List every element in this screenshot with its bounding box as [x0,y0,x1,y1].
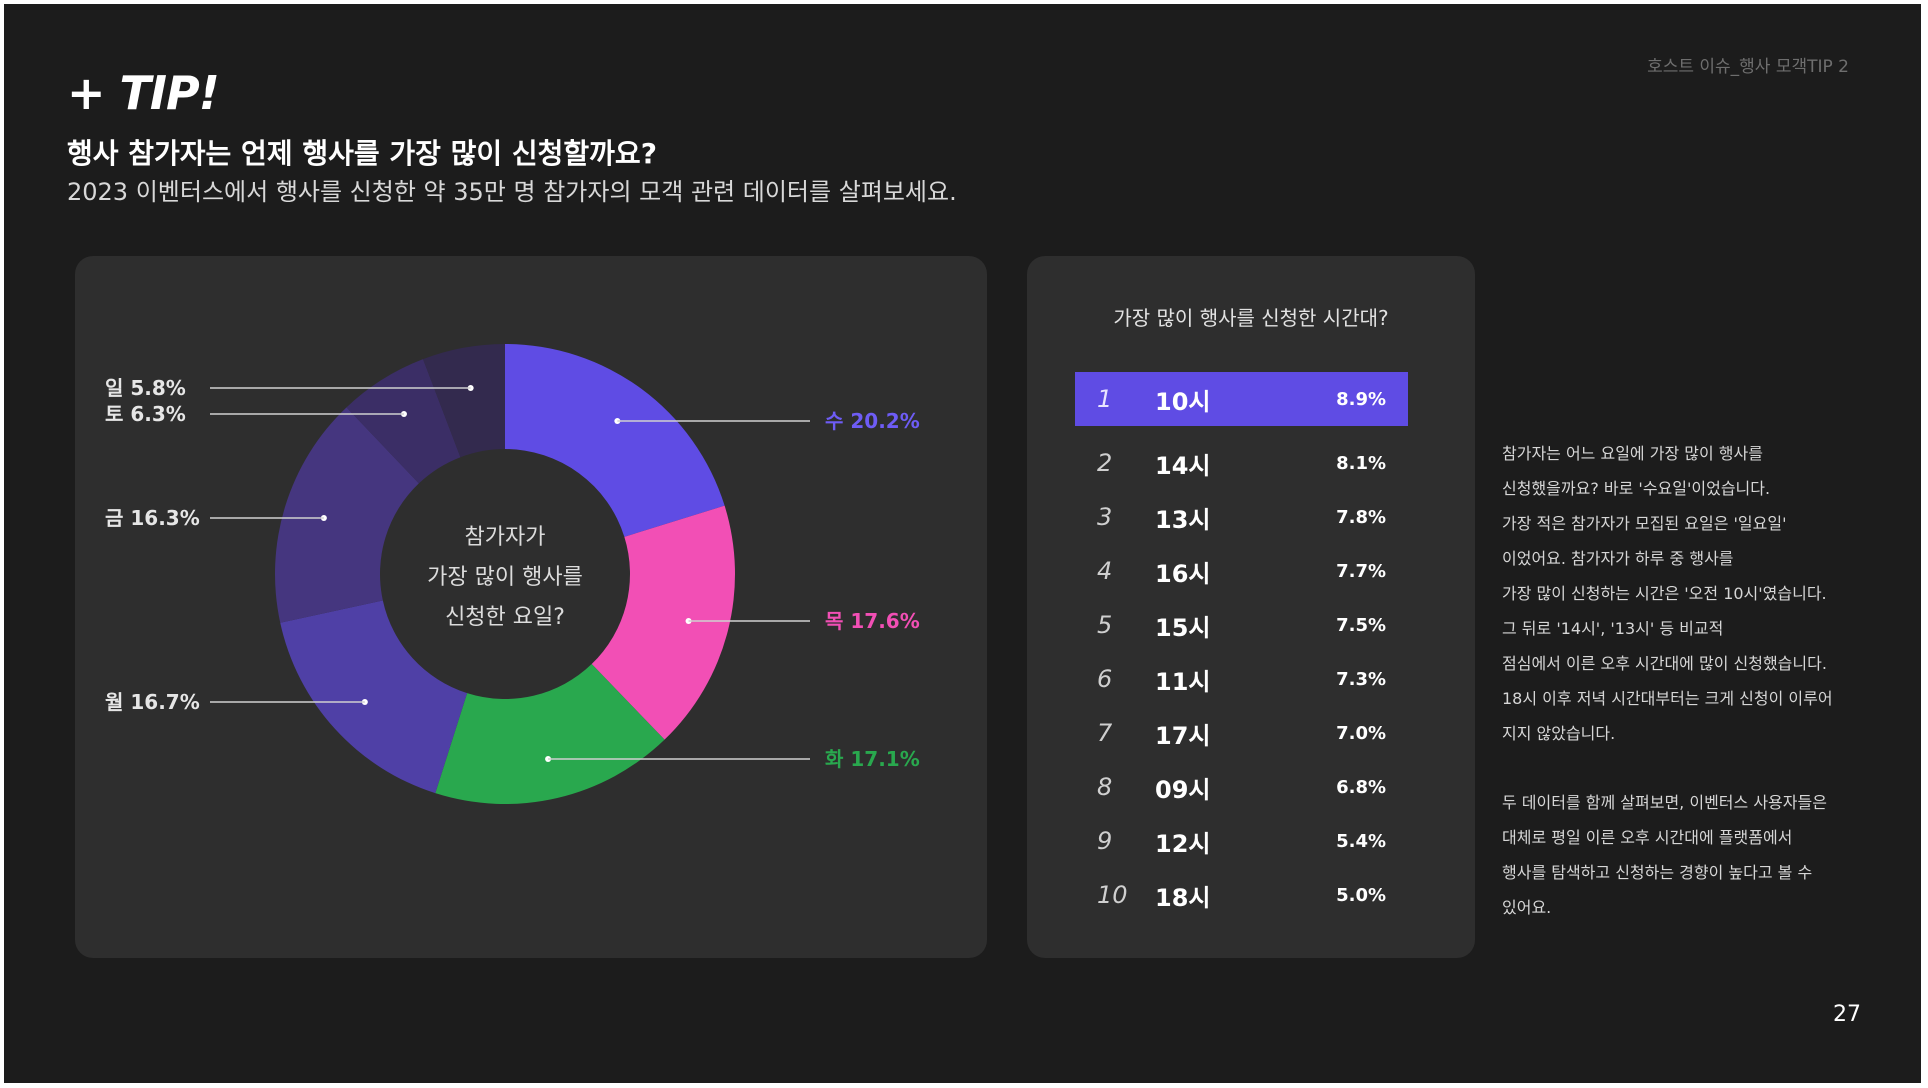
headline: 행사 참가자는 언제 행사를 가장 많이 신청할까요? [67,137,657,170]
donut-slice-3 [280,600,468,794]
donut-slice-6 [423,344,505,458]
ranking-row: 4 16시 7.7% [1075,544,1408,598]
ranking-percent: 7.3% [1336,668,1386,690]
ranking-rank: 1 [1097,385,1113,413]
body-text-line: 행사를 탐색하고 신청하는 경향이 높다고 볼 수 [1502,863,1813,882]
ranking-row: 3 13시 7.8% [1075,490,1408,544]
ranking-percent: 5.0% [1336,884,1386,906]
ranking-percent: 5.4% [1336,830,1386,852]
body-text-line: 참가자는 어느 요일에 가장 많이 행사를 [1502,444,1763,463]
body-text-line: 지지 않았습니다. [1502,724,1616,743]
ranking-row: 5 15시 7.5% [1075,598,1408,652]
hour-ranking-title: 가장 많이 행사를 신청한 시간대? [1113,306,1389,330]
ranking-percent: 7.7% [1336,560,1386,582]
ranking-percent: 7.8% [1336,506,1386,528]
slice-label-5: 토 6.3% [105,402,186,426]
slide: 호스트 이슈_행사 모객TIP 2 + TIP! 행사 참가자는 언제 행사를 … [4,4,1921,1083]
body-text-line: 점심에서 이른 오후 시간대에 많이 신청했습니다. [1502,654,1827,673]
donut-slice-4 [275,407,419,623]
ranking-percent: 7.0% [1336,722,1386,744]
ranking-hour: 13시 [1155,505,1211,534]
ranking-row: 9 12시 5.4% [1075,814,1408,868]
body-text-line: 가장 적은 참가자가 모집된 요일은 '일요일' [1502,514,1787,533]
body-text-line: 18시 이후 저녁 시간대부터는 크게 신청이 이루어 [1502,689,1833,708]
donut-slice-5 [346,359,461,484]
ranking-rank: 6 [1097,665,1113,693]
ranking-hour: 12시 [1155,829,1211,858]
slice-label-1: 목 17.6% [825,609,920,633]
ranking-hour: 18시 [1155,883,1211,912]
slice-label-0: 수 20.2% [825,409,920,433]
ranking-row: 2 14시 8.1% [1075,436,1408,490]
ranking-rank: 10 [1097,881,1128,909]
body-text-line: 이었어요. 참가자가 하루 중 행사를 [1502,549,1734,568]
weekday-donut-chart: 수 20.2% 목 17.6% 화 17.1% 월 16.7% 금 16.3% 토 6.3… [105,344,920,804]
donut-slice-2 [435,664,665,804]
ranking-row: 6 11시 7.3% [1075,652,1408,706]
hour-ranking-list: 1 10시 8.9% 2 14시 8.1% 3 13시 7.8% 4 16시 7.7% 5 15시 7.5%… [1075,372,1408,922]
ranking-row: 10 18시 5.0% [1075,868,1408,922]
ranking-percent: 8.9% [1336,388,1386,410]
ranking-percent: 6.8% [1336,776,1386,798]
body-text-line: 있어요. [1502,898,1552,917]
donut-center-text-0: 참가자가 [465,525,546,550]
ranking-rank: 7 [1097,719,1113,747]
ranking-row: 8 09시 6.8% [1075,760,1408,814]
ranking-row: 1 10시 8.9% [1075,372,1408,426]
ranking-row: 7 17시 7.0% [1075,706,1408,760]
slice-label-6: 일 5.8% [105,376,186,400]
donut-slice-0 [505,344,725,537]
subline: 2023 이벤터스에서 행사를 신청한 약 35만 명 참가자의 모객 관련 데… [67,178,957,206]
ranking-hour: 09시 [1155,775,1211,804]
ranking-hour: 17시 [1155,721,1211,750]
leader-dot-2 [545,756,552,762]
body-text-line: 가장 많이 신청하는 시간은 '오전 10시'였습니다. [1502,584,1827,603]
donut-center-text-1: 가장 많이 행사를 [427,565,583,590]
ranking-percent: 7.5% [1336,614,1386,636]
slice-label-3: 월 16.7% [105,690,200,714]
ranking-rank: 8 [1097,773,1113,801]
ranking-hour: 16시 [1155,559,1211,588]
body-text-line: 신청했을까요? 바로 '수요일'이었습니다. [1502,479,1771,498]
slice-label-2: 화 17.1% [825,747,920,771]
paragraph-gap [1502,751,1902,785]
ranking-hour: 15시 [1155,613,1211,642]
donut-slice-1 [591,505,735,740]
ranking-rank: 4 [1097,557,1113,585]
ranking-rank: 3 [1097,503,1113,531]
hour-ranking-card: 가장 많이 행사를 신청한 시간대? 1 10시 8.9% 2 14시 8.1% 3 13시 7… [1027,256,1475,958]
ranking-percent: 8.1% [1336,452,1386,474]
donut-center-text-2: 신청한 요일? [445,605,565,630]
page-number: 27 [1833,1002,1861,1027]
body-text-line: 그 뒤로 '14시', '13시' 등 비교적 [1502,619,1724,638]
ranking-rank: 5 [1097,611,1113,639]
weekday-chart-card: 수 20.2% 목 17.6% 화 17.1% 월 16.7% 금 16.3% 토 6.3… [75,256,987,958]
slice-label-4: 금 16.3% [105,506,200,530]
ranking-rank: 9 [1097,827,1113,855]
ranking-hour: 10시 [1155,387,1211,416]
body-text-line: 두 데이터를 함께 살펴보면, 이벤터스 사용자들은 [1502,793,1827,812]
ranking-rank: 2 [1097,449,1113,477]
body-text-line: 대체로 평일 이른 오후 시간대에 플랫폼에서 [1502,828,1793,847]
header-tag: 호스트 이슈_행사 모객TIP 2 [1647,57,1849,77]
ranking-hour: 14시 [1155,451,1211,480]
ranking-hour: 11시 [1155,667,1211,696]
tip-label: + TIP! [67,66,220,120]
